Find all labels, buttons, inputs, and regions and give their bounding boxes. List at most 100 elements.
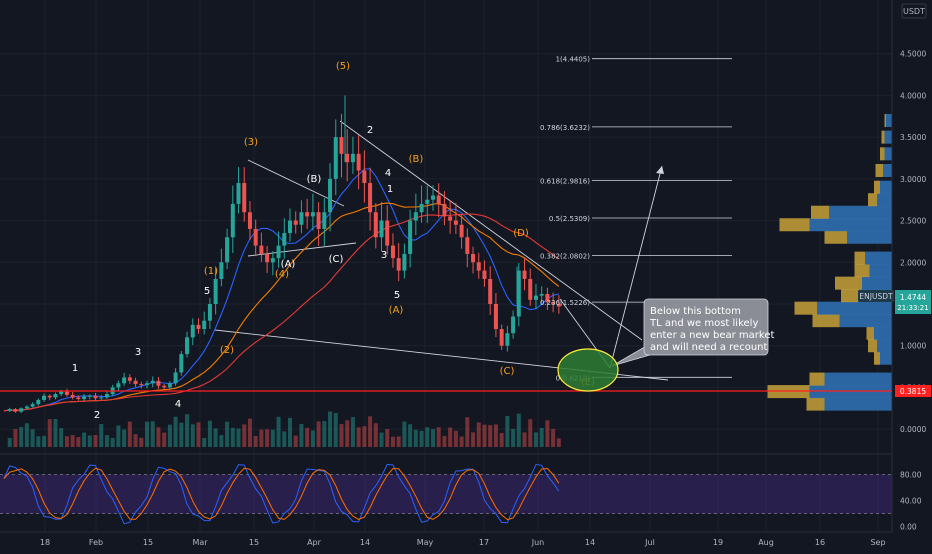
wave-label: 3	[381, 250, 387, 261]
callout-line-2: TL and we most likely	[649, 318, 758, 329]
candle-body	[551, 302, 556, 304]
volume-bar	[139, 437, 144, 447]
wave-label: 5	[394, 290, 400, 301]
volume-bar	[362, 426, 367, 447]
volume-bar	[19, 427, 24, 447]
arrowhead	[656, 166, 664, 174]
candle-body	[47, 395, 52, 398]
osc-tick-label: 0.00	[900, 523, 917, 532]
vp-bar-buy	[881, 130, 885, 144]
volume-bar	[476, 422, 481, 447]
vp-bar-sell	[884, 130, 892, 144]
volume-bar	[167, 424, 172, 447]
candle-body	[179, 354, 184, 373]
x-tick-label: 14	[360, 538, 370, 547]
volume-bar	[448, 427, 453, 447]
candle-body	[448, 216, 453, 221]
volume-bar	[368, 416, 373, 447]
volume-bar	[110, 437, 115, 447]
volume-bar	[133, 434, 138, 447]
x-tick-label: Sep	[870, 538, 885, 547]
volume-bar	[482, 424, 487, 447]
candle-body	[499, 329, 504, 346]
candle-body	[310, 212, 315, 217]
candle-body	[379, 220, 384, 238]
volume-bar	[173, 416, 178, 447]
candle-body	[465, 237, 470, 254]
candle-body	[425, 199, 430, 204]
candle-body	[133, 380, 138, 385]
volume-bar	[99, 424, 104, 447]
candle-body	[362, 170, 367, 184]
callout-box[interactable]	[643, 298, 769, 356]
candle-body	[139, 384, 144, 386]
volume-bar	[64, 436, 69, 447]
candle-body	[419, 203, 424, 213]
ma-slow-line	[3, 213, 560, 412]
candle-body	[59, 391, 64, 395]
candle-body	[516, 270, 521, 317]
candle-body	[30, 404, 35, 407]
x-tick-label: May	[417, 538, 434, 547]
candle-body	[76, 397, 81, 400]
volume-bar	[213, 428, 218, 447]
wave-label: 2	[367, 125, 373, 136]
volume-bar	[30, 429, 35, 447]
candle-body	[70, 394, 75, 398]
trendline	[339, 120, 643, 341]
wave-label: 4	[385, 168, 391, 179]
candle-body	[471, 253, 476, 263]
osc-tick-label: 40.00	[900, 497, 922, 506]
candle-body	[19, 408, 24, 412]
y-tick-label: 3.0000	[900, 175, 926, 184]
volume-bar	[70, 435, 75, 447]
y-tick-label: 2.5000	[900, 217, 926, 226]
volume-bar	[551, 428, 556, 447]
wave-label: (C)	[500, 366, 515, 377]
vp-bar-sell	[869, 264, 892, 278]
vp-bar-buy	[806, 397, 825, 411]
target-ellipse[interactable]	[557, 348, 619, 392]
x-tick-label: Apr	[307, 538, 322, 547]
wave-label: (4)	[275, 269, 289, 280]
volume-bar	[13, 429, 18, 447]
volume-bar	[345, 420, 350, 447]
wave-label: 2	[94, 410, 100, 421]
volume-bar	[322, 421, 327, 447]
vp-bar-buy	[868, 193, 877, 207]
grid	[0, 0, 892, 532]
candle-body	[390, 245, 395, 259]
vp-bar-sell	[880, 180, 892, 194]
fib-label: 1(4.4405)	[556, 56, 591, 64]
x-tick-label: Jun	[531, 538, 545, 547]
fib-label: 0.382(2.0802)	[540, 253, 590, 261]
volume-bar	[328, 411, 333, 447]
candle-body	[247, 212, 252, 229]
volume-bars	[7, 411, 561, 447]
vp-bar-buy	[854, 251, 865, 265]
vp-bar-buy	[874, 351, 880, 365]
vp-bar-buy	[794, 301, 817, 315]
volume-bar	[522, 432, 527, 447]
vp-bar-sell	[809, 218, 892, 232]
vp-bar-sell	[824, 372, 892, 386]
volume-bar	[265, 429, 270, 447]
candle-body	[556, 304, 561, 307]
x-tick-label: 16	[815, 538, 825, 547]
vp-bar-buy	[868, 339, 877, 353]
volume-bar	[270, 429, 275, 447]
price-badge-box	[895, 290, 931, 314]
candle-body	[316, 212, 321, 229]
volume-bar	[385, 429, 390, 447]
volume-bar	[259, 429, 264, 447]
volume-bar	[396, 436, 401, 447]
candle-body	[476, 262, 481, 271]
candle-body	[453, 220, 458, 225]
level-label: 0.3815	[900, 387, 926, 396]
vp-bar-buy	[809, 372, 825, 386]
vp-bar-sell	[862, 276, 892, 290]
candle-body	[276, 245, 281, 259]
vp-bar-buy	[874, 180, 880, 194]
